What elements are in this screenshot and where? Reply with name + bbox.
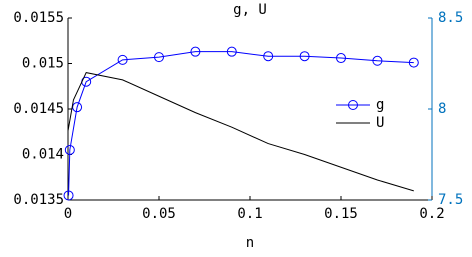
y-tick-label: 0.0145 [13, 101, 64, 117]
marker [117, 54, 128, 65]
marker [299, 51, 310, 62]
x-tick-label: 0.05 [142, 206, 176, 222]
marker [372, 55, 383, 66]
y-tick-label: 0.015 [22, 56, 64, 72]
legend-label: g [376, 97, 384, 113]
marker [190, 46, 201, 57]
marker [63, 190, 74, 201]
chart-title: g, U [233, 2, 267, 18]
x-tick-label: 0.2 [419, 206, 444, 222]
legend-label: U [376, 115, 384, 131]
y-tick-label: 0.0135 [13, 192, 64, 208]
y-tick-label: 0.0155 [13, 10, 64, 26]
legend-box [331, 94, 397, 134]
y2-tick-label: 8 [438, 101, 446, 117]
marker [263, 51, 274, 62]
x-tick-label: 0.1 [237, 206, 262, 222]
series-line [67, 72, 414, 192]
marker [154, 52, 164, 63]
x-axis-label: n [246, 235, 254, 251]
x-tick-label: 0.15 [324, 206, 358, 222]
y-tick-label: 0.014 [22, 147, 64, 163]
marker [226, 46, 237, 57]
x-tick-label: 0 [64, 206, 72, 222]
y2-tick-label: 7.5 [438, 192, 463, 208]
legend-marker [348, 100, 358, 110]
series-line [68, 51, 414, 196]
y2-tick-label: 8.5 [438, 10, 463, 26]
marker [336, 53, 346, 64]
marker [64, 144, 75, 155]
marker [408, 57, 419, 68]
